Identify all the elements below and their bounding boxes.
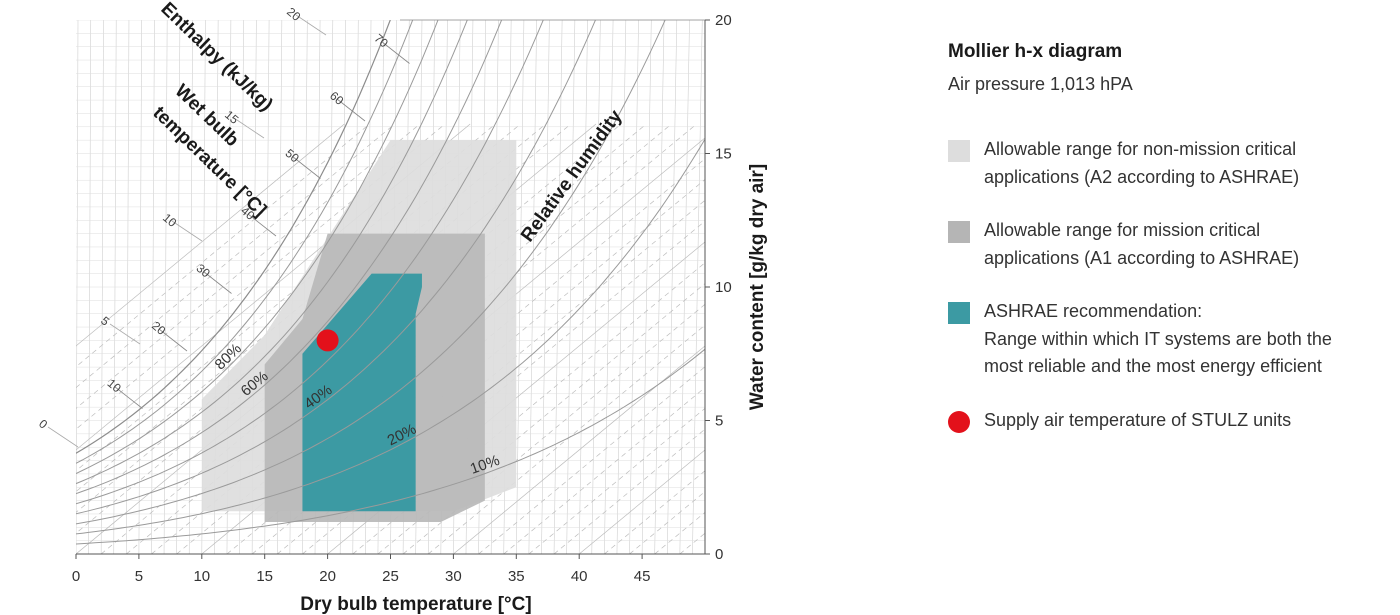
enthalpy-line (76, 123, 421, 409)
y-axis-title: Water content [g/kg dry air] (747, 164, 768, 410)
rh-curve-60 (76, 20, 503, 495)
enthalpy-tick-label: 10 (105, 376, 124, 396)
enthalpy-line (679, 532, 705, 554)
rh-curve-50 (76, 20, 544, 505)
legend-swatch (948, 221, 970, 243)
rh-curve-80 (76, 20, 439, 475)
x-tick-label: 35 (508, 568, 525, 585)
enthalpy-tick (336, 98, 366, 122)
enthalpy-line (881, 124, 940, 554)
legend-item-text: applications (A2 according to ASHRAE) (984, 166, 1300, 187)
enthalpy-tick-label: 70 (372, 31, 391, 51)
enthalpy-line (503, 387, 705, 554)
x-tick-label: 45 (634, 568, 651, 585)
enthalpy-line (478, 366, 705, 554)
x-tick-label: 25 (382, 568, 399, 585)
curve-layer (76, 20, 705, 545)
x-tick-label: 20 (319, 568, 336, 585)
wetbulb-tick (47, 426, 79, 448)
legend-item: ASHRAE recommendation: Range within which… (948, 298, 1388, 381)
enthalpy-tick-label: 60 (327, 89, 346, 109)
legend-item-text: most reliable and the most energy effici… (984, 356, 1322, 376)
axis-layer (75, 19, 710, 559)
enthalpy-tick-label: 30 (194, 261, 213, 281)
rh-curve-90 (76, 20, 414, 464)
enthalpy-line (755, 124, 940, 554)
rh-curve-100 (76, 20, 391, 454)
x-tick-label: 5 (135, 568, 143, 585)
legend-subtitle: Air pressure 1,013 hPA (948, 74, 1133, 94)
x-tick-label: 0 (72, 568, 80, 585)
enthalpy-line (453, 345, 705, 554)
wetbulb-tick-label: 10 (160, 211, 179, 231)
enthalpy-line (831, 124, 940, 554)
x-tick-label: 30 (445, 568, 462, 585)
legend: Mollier h-x diagram Air pressure 1,013 h… (948, 40, 1388, 460)
enthalpy-tick (247, 213, 277, 237)
x-tick-label: 15 (256, 568, 273, 585)
enthalpy-tick-label: 50 (283, 146, 302, 166)
rh-curve-10 (76, 348, 705, 545)
mollier-chart: 0 5 10 15 20 25 30 35 40 45 0 5 10 15 20 Dry bulb tempe… (36, 0, 940, 615)
legend-item-text: Range within which IT systems are both t… (984, 328, 1332, 349)
legend-items: Allowable range for non-mission critical… (948, 136, 1388, 434)
legend-dot (948, 410, 970, 433)
legend-item-text: applications (A1 according to ASHRAE) (984, 247, 1300, 268)
enthalpy-line (906, 124, 940, 554)
wetbulb-tick-label: 20 (284, 5, 303, 25)
enthalpy-line (780, 124, 940, 554)
legend-item: Allowable range for mission critical appl… (948, 217, 1388, 272)
rh-curve-30 (76, 20, 666, 525)
rh-curve-40 (76, 20, 596, 515)
enthalpy-line (604, 470, 705, 554)
wetbulb-tick (171, 220, 203, 242)
legend-item-text: Supply air temperature of STULZ units (984, 409, 1292, 430)
x-tick-label: 10 (193, 568, 210, 585)
enthalpy-line (76, 123, 395, 389)
legend-swatch (948, 302, 970, 324)
wetbulb-tick (109, 323, 141, 345)
y-tick-label: 5 (715, 413, 723, 430)
enthalpy-tick (114, 386, 143, 409)
enthalpy-line (578, 449, 705, 554)
y-tick-label: 20 (715, 12, 732, 29)
wetbulb-tick (233, 117, 265, 139)
enthalpy-line (629, 491, 705, 554)
y-tick-label: 10 (715, 279, 732, 296)
enthalpy-line (704, 553, 705, 554)
wetbulb-tick-label: 5 (98, 314, 112, 329)
wetbulb-tick-label: 0 (36, 417, 50, 432)
supply-air-point (316, 329, 339, 352)
x-tick-label: 40 (571, 568, 588, 585)
rh-curve-70 (76, 20, 468, 485)
enthalpy-tick (158, 328, 188, 352)
enthalpy-line (553, 428, 705, 554)
rh-curve-20 (76, 138, 705, 535)
legend-item: Allowable range for non-mission critical… (948, 136, 1388, 191)
enthalpy-tick (203, 271, 232, 294)
enthalpy-line (654, 511, 705, 554)
wetbulb-tick (295, 14, 327, 36)
y-tick-label: 15 (715, 146, 732, 163)
enthalpy-line (528, 407, 705, 554)
x-axis-title: Dry bulb temperature [°C] (300, 594, 531, 615)
y-tick-label: 0 (715, 546, 723, 563)
legend-item: Supply air temperature of STULZ units (948, 407, 1388, 435)
enthalpy-line (76, 123, 345, 347)
legend-item-text: Allowable range for non-mission critical (984, 139, 1297, 159)
enthalpy-line (76, 123, 370, 368)
enthalpy-line (856, 124, 940, 554)
enthalpy-line (806, 124, 940, 554)
legend-swatch (948, 140, 970, 162)
enthalpy-line (931, 124, 940, 554)
enthalpy-tick (292, 156, 321, 179)
legend-title: Mollier h-x diagram (948, 41, 1123, 62)
legend-item-text: Allowable range for mission critical (984, 220, 1261, 240)
legend-item-text: ASHRAE recommendation: (984, 301, 1203, 321)
enthalpy-tick (381, 41, 410, 64)
